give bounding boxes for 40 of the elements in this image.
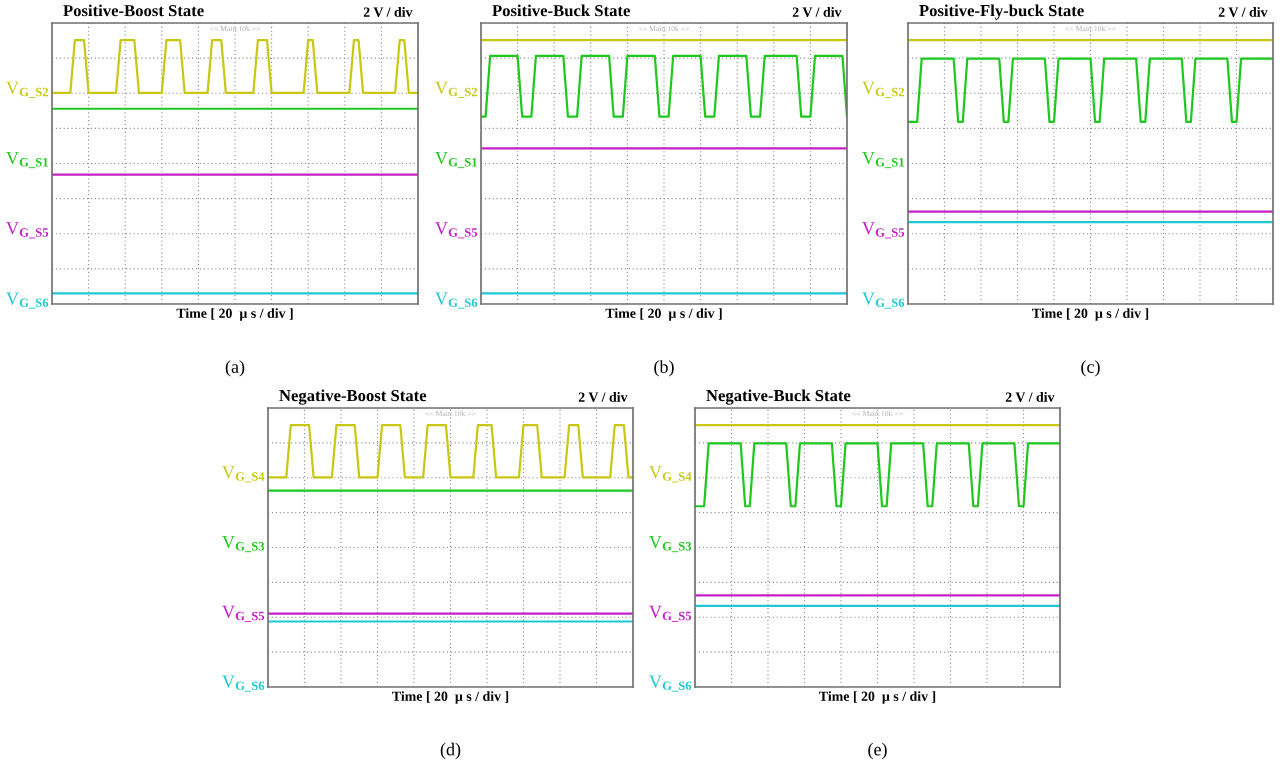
x-axis-title: Time [ 20 µ s / div ] bbox=[176, 308, 293, 321]
text: V$_{G_S5}$ bbox=[6, 222, 49, 239]
x-axis-title: Time [ 20 µ s / div ] bbox=[1032, 308, 1149, 321]
x-axis-title: Time [ 20 µ s / div ] bbox=[605, 308, 722, 321]
x-axis-title: Time [ 20 µ s / div ] bbox=[392, 691, 509, 704]
text: V$_{G_S4}$ bbox=[649, 466, 692, 483]
series-label: V$_{G_S5}$ bbox=[862, 222, 905, 239]
chart-title: Negative-Boost State bbox=[279, 389, 427, 405]
series-label: V$_{G_S2}$ bbox=[6, 81, 49, 98]
text: V$_{G_S6}$ bbox=[222, 675, 265, 692]
chart-title: Positive-Boost State bbox=[63, 4, 204, 17]
series-label: V$_{G_S3}$ bbox=[649, 536, 692, 553]
text: 2 V / div bbox=[578, 392, 628, 402]
text: V$_{G_S6}$ bbox=[862, 292, 905, 309]
series-label: V$_{G_S5}$ bbox=[649, 605, 692, 622]
series-label: V$_{G_S5}$ bbox=[222, 605, 265, 622]
text: (c) bbox=[1081, 360, 1100, 377]
text: V$_{G_S2}$ bbox=[435, 81, 478, 98]
text: V$_{G_S3}$ bbox=[222, 536, 265, 553]
text: (d) bbox=[440, 742, 461, 760]
text: 2 V / div bbox=[792, 7, 842, 17]
chart-title: Positive-Buck State bbox=[492, 4, 630, 17]
text: (a) bbox=[225, 360, 245, 377]
series-label: V$_{G_S4}$ bbox=[222, 466, 265, 483]
text: V$_{G_S6}$ bbox=[649, 675, 692, 692]
text: V$_{G_S2}$ bbox=[862, 81, 905, 98]
text: (b) bbox=[654, 360, 674, 377]
text: (e) bbox=[868, 742, 887, 760]
chart-title: Positive-Fly-buck State bbox=[919, 4, 1084, 20]
text: 2 V / div bbox=[1218, 7, 1268, 17]
text: V$_{G_S1}$ bbox=[6, 152, 48, 169]
series-label: V$_{G_S1}$ bbox=[862, 152, 904, 169]
x-axis-title: Time [ 20 µ s / div ] bbox=[819, 691, 936, 704]
text: V$_{G_S5}$ bbox=[435, 222, 478, 239]
series-label: V$_{G_S6}$ bbox=[435, 292, 478, 309]
text: 2 V / div bbox=[1005, 392, 1055, 402]
text: 2 V / div bbox=[363, 7, 413, 17]
series-label: V$_{G_S1}$ bbox=[435, 152, 477, 169]
series-label: V$_{G_S6}$ bbox=[6, 292, 49, 309]
chart-title: Negative-Buck State bbox=[706, 389, 851, 405]
